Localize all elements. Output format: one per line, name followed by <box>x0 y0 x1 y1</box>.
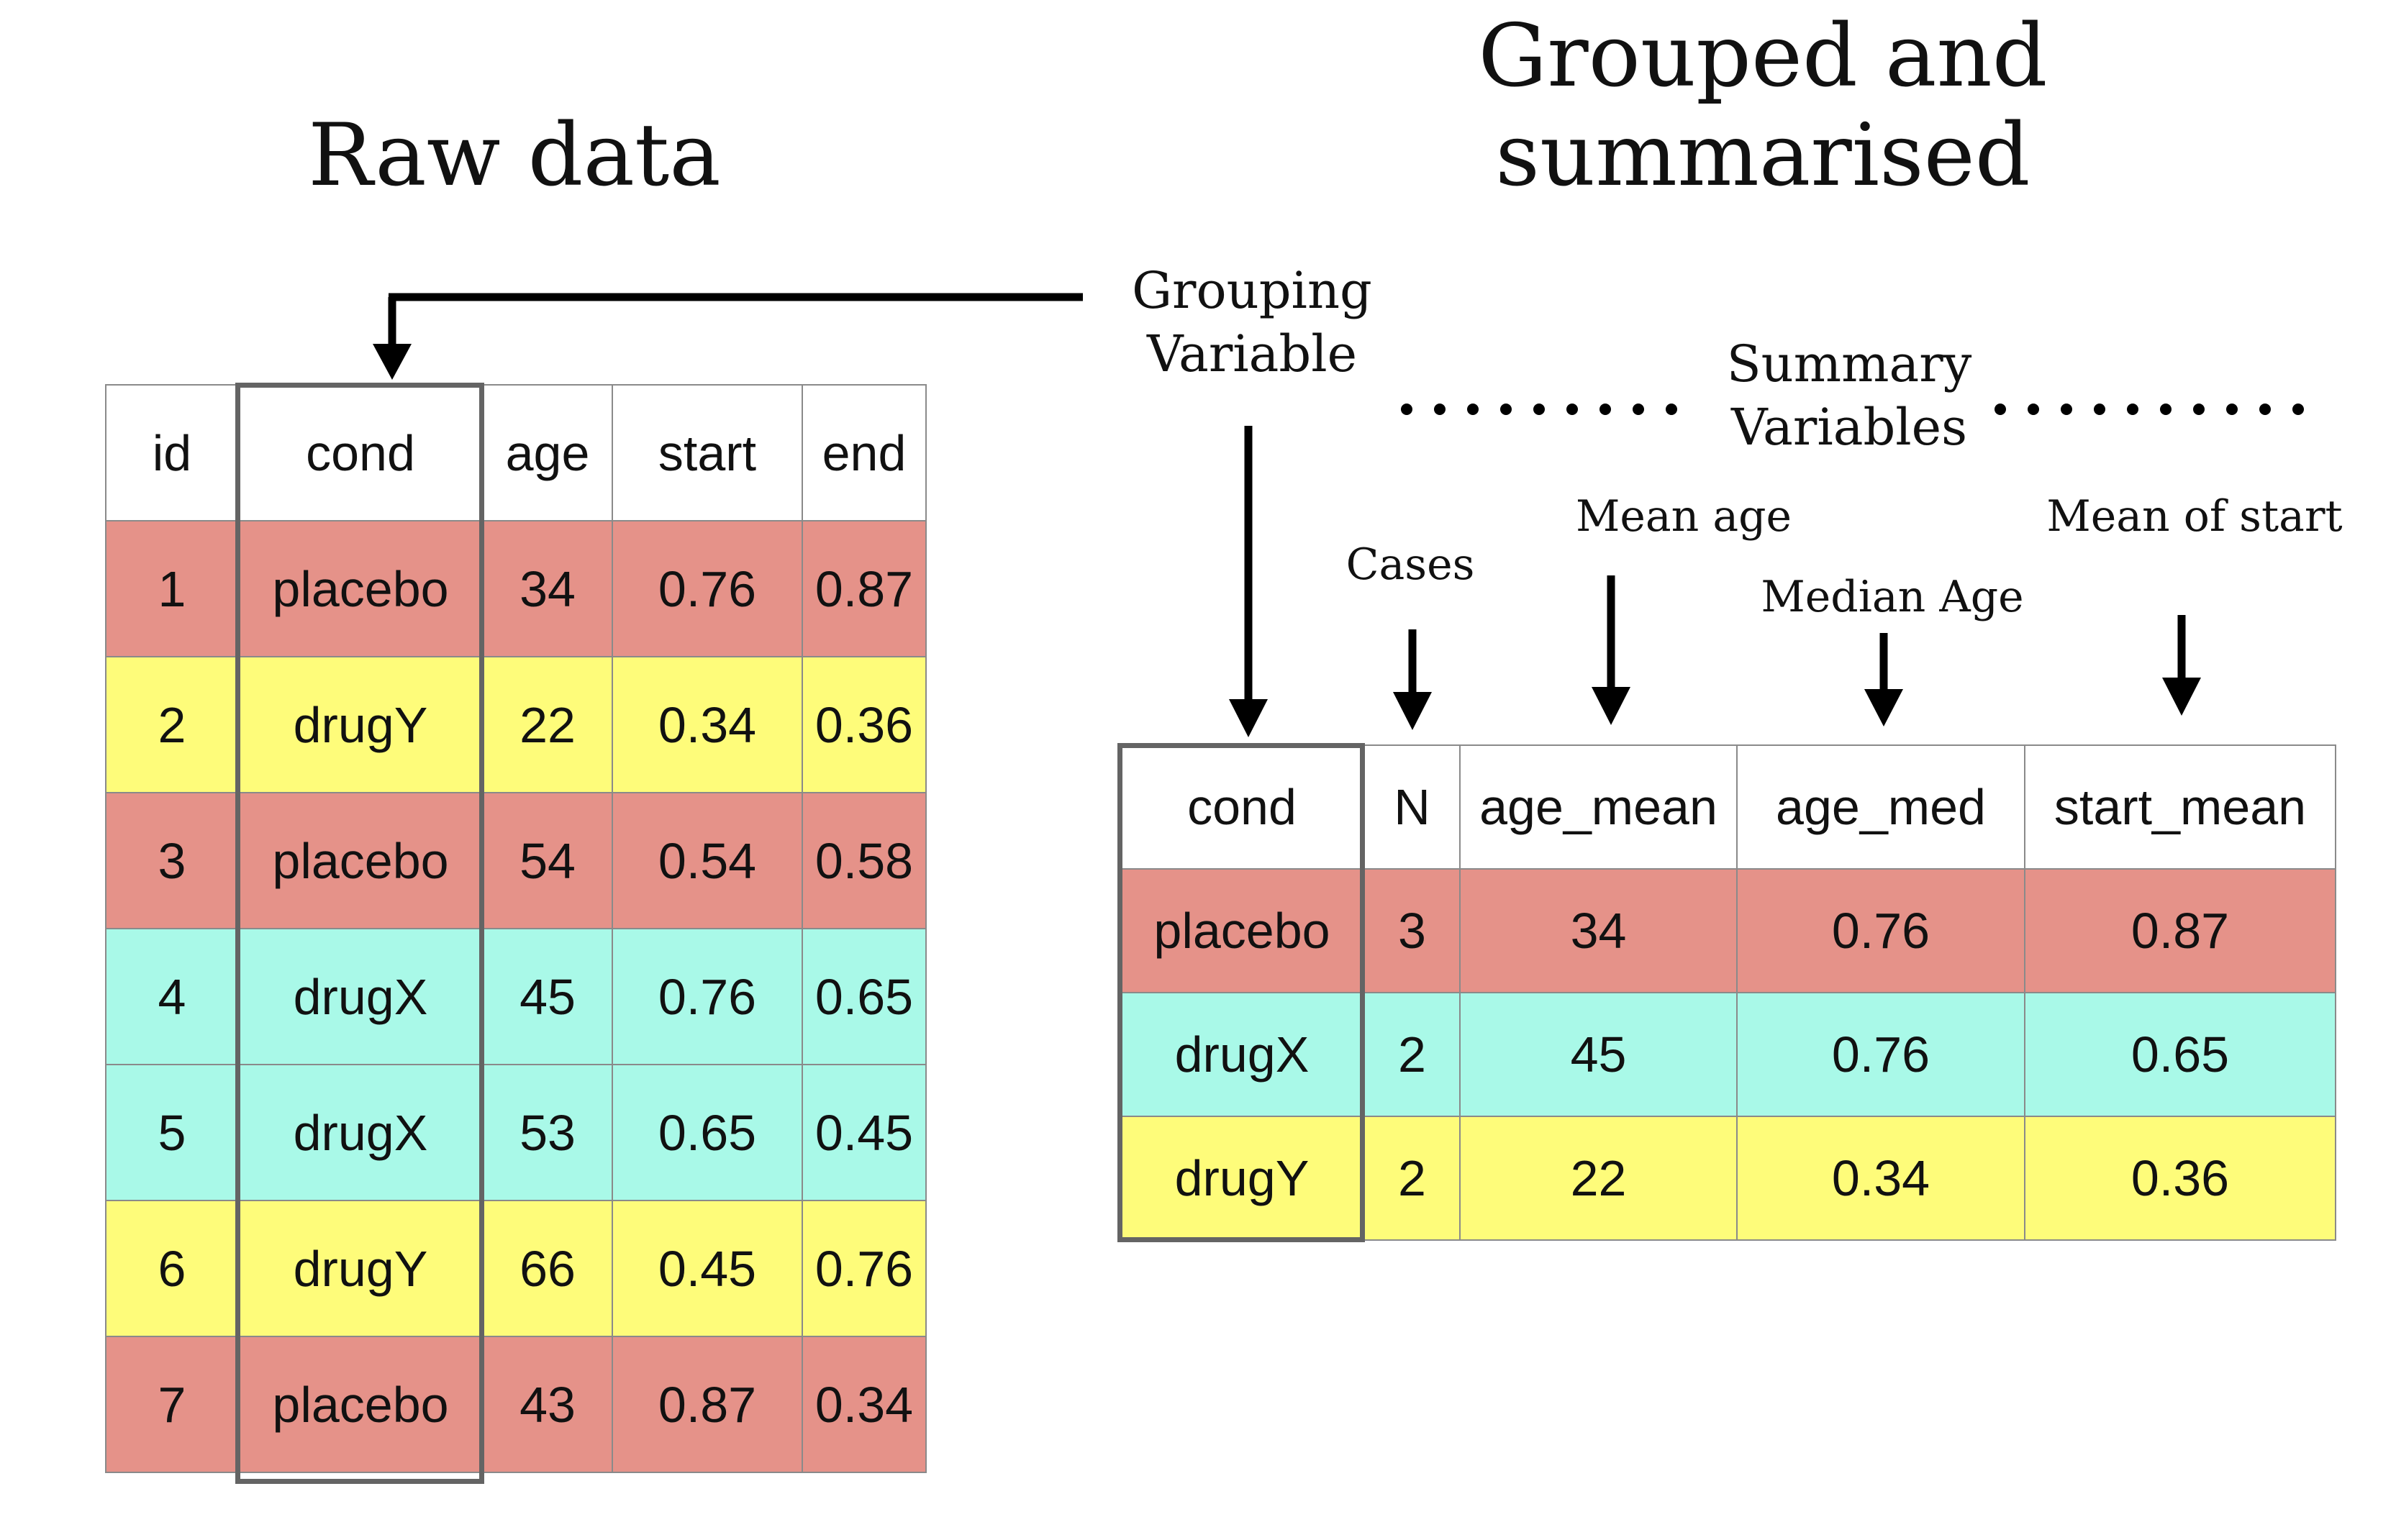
raw-cell-id: 6 <box>105 1200 239 1337</box>
summary-header-N: N <box>1363 744 1461 870</box>
raw-cell-end: 0.34 <box>802 1336 927 1473</box>
summary-cell-start-mean: 0.87 <box>2024 868 2336 993</box>
summary-row: drugX 2 45 0.76 0.65 <box>1119 992 2336 1117</box>
summary-cell-cond: drugX <box>1119 992 1365 1117</box>
raw-cell-start: 0.87 <box>612 1336 803 1473</box>
summary-cell-N: 2 <box>1363 992 1461 1117</box>
summary-cell-N: 3 <box>1363 868 1461 993</box>
raw-cell-id: 1 <box>105 520 239 657</box>
mean-age-arrowhead <box>1592 687 1630 725</box>
grouping-arrowhead-raw <box>373 344 412 380</box>
raw-header-cond: cond <box>237 384 484 521</box>
summary-cell-cond: drugY <box>1119 1116 1365 1241</box>
raw-cell-cond: drugX <box>237 928 484 1065</box>
raw-data-title: Raw data <box>308 106 721 206</box>
raw-header-age: age <box>482 384 613 521</box>
grouping-arrowhead-summary <box>1229 699 1268 737</box>
raw-header-start: start <box>612 384 803 521</box>
summary-variables-label: Summary Variables <box>1662 332 2036 459</box>
summary-dotted-lines <box>1401 404 2304 415</box>
summary-header-cond: cond <box>1119 744 1365 870</box>
raw-cell-id: 7 <box>105 1336 239 1473</box>
cases-arrowhead <box>1393 692 1432 730</box>
raw-row: 7 placebo 43 0.87 0.34 <box>105 1336 927 1473</box>
raw-cell-start: 0.65 <box>612 1064 803 1201</box>
summary-cell-start-mean: 0.65 <box>2024 992 2336 1117</box>
mean-of-start-label: Mean of start <box>2046 491 2343 542</box>
summary-label-line1: Summary <box>1726 334 1972 393</box>
raw-cell-start: 0.45 <box>612 1200 803 1337</box>
summary-cell-age-mean: 34 <box>1459 868 1738 993</box>
summary-row: drugY 2 22 0.34 0.36 <box>1119 1116 2336 1241</box>
raw-cell-start: 0.76 <box>612 928 803 1065</box>
raw-cell-end: 0.45 <box>802 1064 927 1201</box>
raw-cell-cond: drugX <box>237 1064 484 1201</box>
raw-cell-id: 3 <box>105 792 239 929</box>
summary-cell-age-med: 0.76 <box>1736 992 2025 1117</box>
raw-cell-cond: placebo <box>237 792 484 929</box>
raw-cell-age: 22 <box>482 656 613 793</box>
summary-cell-age-mean: 45 <box>1459 992 1738 1117</box>
raw-cell-cond: drugY <box>237 656 484 793</box>
raw-header-end: end <box>802 384 927 521</box>
cases-label: Cases <box>1346 539 1475 590</box>
grouped-title-line1: Grouped and <box>1478 6 2048 106</box>
summary-cell-age-med: 0.34 <box>1736 1116 2025 1241</box>
raw-cell-age: 43 <box>482 1336 613 1473</box>
raw-cell-cond: placebo <box>237 520 484 657</box>
summary-cell-cond: placebo <box>1119 868 1365 993</box>
raw-header-row: id cond age start end <box>105 384 927 521</box>
raw-cell-age: 45 <box>482 928 613 1065</box>
median-age-arrowhead <box>1864 689 1903 726</box>
raw-cell-age: 54 <box>482 792 613 929</box>
grouping-label-line2: Variable <box>1146 324 1358 383</box>
summary-cell-age-med: 0.76 <box>1736 868 2025 993</box>
raw-cell-start: 0.76 <box>612 520 803 657</box>
raw-cell-end: 0.65 <box>802 928 927 1065</box>
summary-row: placebo 3 34 0.76 0.87 <box>1119 868 2336 993</box>
grouped-title-line2: summarised <box>1495 106 2030 206</box>
raw-cell-end: 0.36 <box>802 656 927 793</box>
mean-age-label: Mean age <box>1575 491 1792 542</box>
raw-cell-age: 66 <box>482 1200 613 1337</box>
raw-cell-age: 34 <box>482 520 613 657</box>
mean-of-start-arrowhead <box>2162 678 2201 716</box>
raw-cell-id: 2 <box>105 656 239 793</box>
summary-cell-age-mean: 22 <box>1459 1116 1738 1241</box>
raw-cell-start: 0.54 <box>612 792 803 929</box>
raw-row: 4 drugX 45 0.76 0.65 <box>105 928 927 1065</box>
raw-row: 1 placebo 34 0.76 0.87 <box>105 520 927 657</box>
summary-cell-start-mean: 0.36 <box>2024 1116 2336 1241</box>
summary-header-start-mean: start_mean <box>2024 744 2336 870</box>
grouping-variable-label: Grouping Variable <box>1065 259 1439 386</box>
raw-cell-end: 0.76 <box>802 1200 927 1337</box>
raw-cell-id: 5 <box>105 1064 239 1201</box>
median-age-label: Median Age <box>1761 572 2024 622</box>
summary-cell-N: 2 <box>1363 1116 1461 1241</box>
raw-row: 2 drugY 22 0.34 0.36 <box>105 656 927 793</box>
raw-cell-cond: placebo <box>237 1336 484 1473</box>
summary-label-line2: Variables <box>1731 398 1967 457</box>
summary-header-age-med: age_med <box>1736 744 2025 870</box>
grouping-label-line1: Grouping <box>1132 261 1372 320</box>
raw-header-id: id <box>105 384 239 521</box>
raw-row: 5 drugX 53 0.65 0.45 <box>105 1064 927 1201</box>
summary-header-age-mean: age_mean <box>1459 744 1738 870</box>
raw-row: 6 drugY 66 0.45 0.76 <box>105 1200 927 1337</box>
raw-cell-id: 4 <box>105 928 239 1065</box>
raw-cell-end: 0.58 <box>802 792 927 929</box>
raw-cell-start: 0.34 <box>612 656 803 793</box>
raw-cell-cond: drugY <box>237 1200 484 1337</box>
raw-cell-age: 53 <box>482 1064 613 1201</box>
raw-row: 3 placebo 54 0.54 0.58 <box>105 792 927 929</box>
raw-cell-end: 0.87 <box>802 520 927 657</box>
grouped-summarised-title: Grouped and summarised <box>1367 7 2159 206</box>
raw-data-table: id cond age start end 1 placebo 34 0.76 0.87 2 drug… <box>105 384 927 1473</box>
